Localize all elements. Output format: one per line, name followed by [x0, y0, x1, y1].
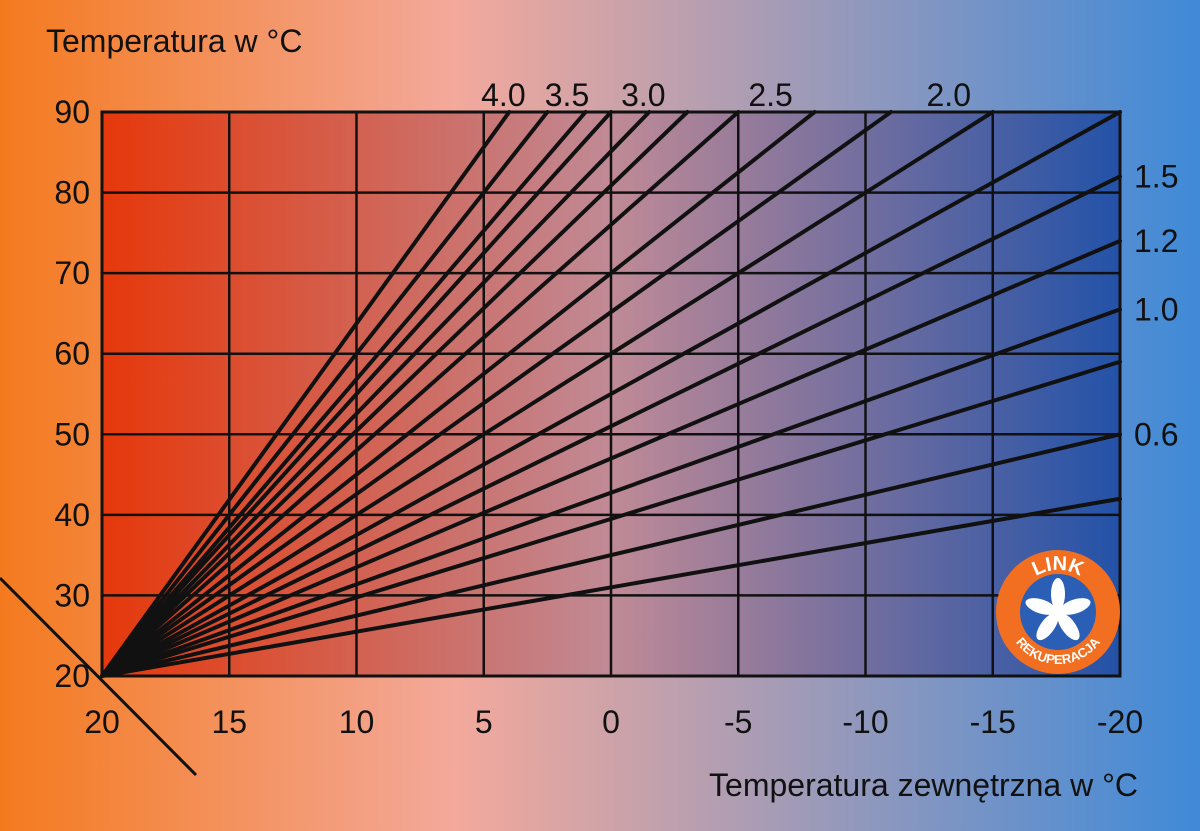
heating-curve	[100, 110, 588, 678]
heating-curve	[100, 174, 1122, 678]
y-tick-label: 60	[54, 336, 90, 372]
heating-curve	[100, 110, 741, 678]
y-axis-title: Temperatura w °C	[46, 23, 302, 59]
heating-curve	[100, 110, 652, 678]
heating-curve	[100, 307, 1122, 678]
curve-label: 1.2	[1134, 223, 1178, 259]
y-tick-label: 40	[54, 497, 90, 533]
heating-curve	[100, 110, 893, 678]
heating-curve	[100, 110, 817, 678]
heating-curve	[100, 238, 1122, 678]
x-tick-label: -5	[724, 704, 752, 740]
x-tick-label: 20	[84, 704, 120, 740]
heating-curve	[100, 432, 1122, 678]
y-tick-label: 80	[54, 175, 90, 211]
x-tick-label: -15	[970, 704, 1016, 740]
heating-curve	[100, 110, 690, 678]
y-tick-label: 50	[54, 416, 90, 452]
y-tick-label: 30	[54, 577, 90, 613]
curve-label: 1.0	[1134, 291, 1178, 327]
link-rekuperacja-logo: LINK REKUPERACJA	[996, 550, 1120, 674]
plot-frame	[100, 110, 1122, 678]
x-axis-title: Temperatura zewnętrzna w °C	[709, 767, 1138, 803]
curve-label: 2.0	[927, 77, 971, 113]
x-axis-ticks: 20 15 10 5 0 -5 -10 -15 -20	[84, 704, 1143, 740]
curve-label: 2.5	[748, 77, 792, 113]
x-tick-label: -20	[1097, 704, 1143, 740]
x-tick-label: -10	[842, 704, 888, 740]
heating-curve	[100, 496, 1122, 678]
heating-curve	[100, 110, 1122, 678]
origin-diagonal	[0, 576, 198, 777]
curve-label: 4.0	[481, 77, 525, 113]
curve-label: 3.0	[621, 77, 665, 113]
heating-curve	[100, 359, 1122, 678]
heating-curve	[100, 110, 512, 678]
y-tick-label: 90	[54, 94, 90, 130]
y-axis-ticks: 90 80 70 60 50 40 30 20	[54, 94, 90, 694]
x-tick-label: 5	[475, 704, 493, 740]
x-tick-label: 15	[211, 704, 247, 740]
x-tick-label: 0	[602, 704, 620, 740]
y-tick-label: 20	[54, 658, 90, 694]
curve-label: 3.5	[545, 77, 589, 113]
heating-curve	[100, 110, 613, 678]
heating-curve	[100, 110, 995, 678]
y-tick-label: 70	[54, 255, 90, 291]
heating-curves	[100, 110, 1122, 678]
curve-labels: 4.0 3.5 3.0 2.5 2.0 1.5 1.2 1.0 0.6	[481, 77, 1178, 452]
x-tick-label: 10	[339, 704, 375, 740]
heating-curve	[100, 110, 550, 678]
curve-label: 1.5	[1134, 158, 1178, 194]
fan-icon	[1025, 578, 1091, 641]
curve-label: 0.6	[1134, 416, 1178, 452]
